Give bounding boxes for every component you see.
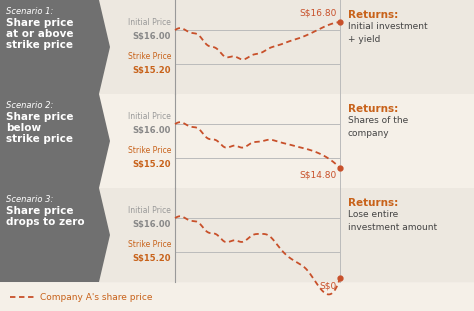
Text: S$16.00: S$16.00 [133, 126, 171, 135]
Text: Initial Price: Initial Price [128, 18, 171, 27]
Text: S$16.00: S$16.00 [133, 32, 171, 41]
Text: Share price: Share price [6, 112, 73, 122]
FancyBboxPatch shape [0, 0, 474, 94]
FancyBboxPatch shape [0, 283, 474, 311]
Text: Scenario 1:: Scenario 1: [6, 7, 54, 16]
Text: Initial Price: Initial Price [128, 206, 171, 215]
Text: Strike Price: Strike Price [128, 52, 171, 61]
Text: Initial Price: Initial Price [128, 112, 171, 121]
Text: Scenario 3:: Scenario 3: [6, 195, 54, 204]
Text: Share price: Share price [6, 206, 73, 216]
Text: S$16.80: S$16.80 [300, 8, 337, 17]
Text: Returns:: Returns: [348, 198, 398, 208]
Text: strike price: strike price [6, 40, 73, 50]
Text: S$16.00: S$16.00 [133, 220, 171, 229]
Text: Returns:: Returns: [348, 10, 398, 20]
Polygon shape [0, 94, 110, 188]
Text: S$15.20: S$15.20 [133, 160, 171, 169]
FancyBboxPatch shape [0, 94, 474, 188]
Polygon shape [0, 0, 110, 94]
Text: Shares of the
company: Shares of the company [348, 116, 408, 137]
Polygon shape [0, 188, 110, 282]
Text: S$15.20: S$15.20 [133, 66, 171, 75]
Text: Returns:: Returns: [348, 104, 398, 114]
Text: drops to zero: drops to zero [6, 217, 85, 227]
Text: Initial investment
+ yield: Initial investment + yield [348, 22, 428, 44]
Text: Strike Price: Strike Price [128, 240, 171, 249]
Text: Share price: Share price [6, 18, 73, 28]
Text: S$0: S$0 [320, 281, 337, 290]
Text: S$15.20: S$15.20 [133, 254, 171, 263]
Text: Lose entire
investment amount: Lose entire investment amount [348, 210, 437, 231]
Text: below: below [6, 123, 41, 133]
Text: S$14.80: S$14.80 [300, 171, 337, 180]
Text: Company A's share price: Company A's share price [40, 293, 153, 301]
FancyBboxPatch shape [0, 188, 474, 282]
Text: strike price: strike price [6, 134, 73, 144]
Text: Scenario 2:: Scenario 2: [6, 101, 54, 110]
Text: at or above: at or above [6, 29, 73, 39]
Text: Strike Price: Strike Price [128, 146, 171, 155]
